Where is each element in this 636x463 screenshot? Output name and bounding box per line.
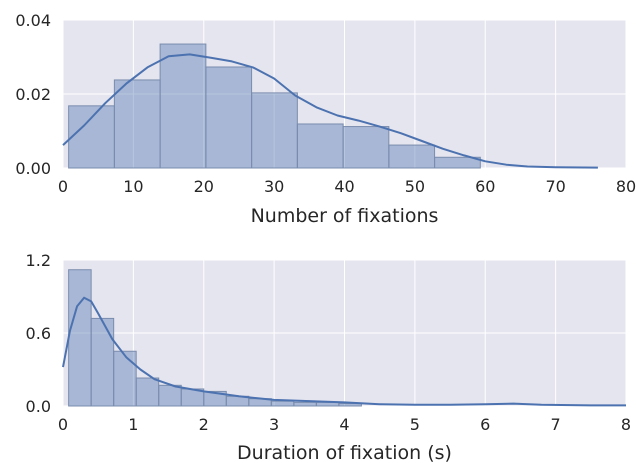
histogram-bar (205, 66, 253, 169)
x-tick-label: 0 (58, 415, 68, 434)
x-tick-label: 5 (410, 415, 420, 434)
histogram-bar (135, 377, 160, 407)
histogram-bar (293, 401, 317, 407)
x-tick-label: 40 (334, 177, 354, 196)
histogram-bar (90, 317, 115, 407)
histogram-bar (68, 105, 115, 169)
fixation-count-histogram: 0 10 20 30 40 50 60 70 80 0.00 0.02 0.04 Number of f… (15, 11, 636, 227)
y-tick-label: 0.02 (15, 85, 51, 104)
x-tick-label: 4 (339, 415, 349, 434)
kde-curve (62, 296, 626, 407)
histogram-bar (159, 43, 207, 169)
histogram-bar (113, 79, 161, 169)
histogram-bar (68, 269, 92, 407)
x-tick-label: 30 (264, 177, 284, 196)
histogram-bar (342, 126, 390, 169)
histogram-bar (296, 123, 344, 169)
histogram-bar (251, 92, 298, 169)
y-tick-label: 0.00 (15, 159, 51, 178)
x-tick-label: 2 (199, 415, 209, 434)
x-axis-label: Number of fixations (251, 205, 439, 227)
y-tick-label: 0.6 (26, 324, 51, 343)
x-tick-label: 70 (545, 177, 565, 196)
x-tick-label: 3 (269, 415, 279, 434)
fixation-duration-histogram: 0 1 2 3 4 5 6 7 8 0.0 0.6 1.2 Duration of fixation (… (26, 251, 632, 463)
histogram-bar (270, 400, 295, 407)
x-tick-label: 10 (123, 177, 143, 196)
histogram-bar (158, 384, 182, 407)
x-tick-label: 0 (58, 177, 68, 196)
kde-curve (62, 53, 598, 169)
y-tick-label: 1.2 (26, 251, 51, 270)
x-tick-label: 80 (616, 177, 636, 196)
x-tick-label: 20 (194, 177, 214, 196)
x-tick-label: 50 (405, 177, 425, 196)
histogram-bar (388, 144, 436, 169)
histogram-bar (434, 156, 481, 169)
y-tick-label: 0.0 (26, 397, 51, 416)
x-tick-label: 6 (480, 415, 490, 434)
histogram-bar (113, 350, 137, 407)
x-tick-label: 7 (551, 415, 561, 434)
y-tick-label: 0.04 (15, 11, 51, 30)
x-tick-label: 1 (128, 415, 138, 434)
x-tick-label: 60 (475, 177, 495, 196)
x-tick-label: 8 (621, 415, 631, 434)
x-axis-label: Duration of fixation (s) (237, 442, 452, 463)
